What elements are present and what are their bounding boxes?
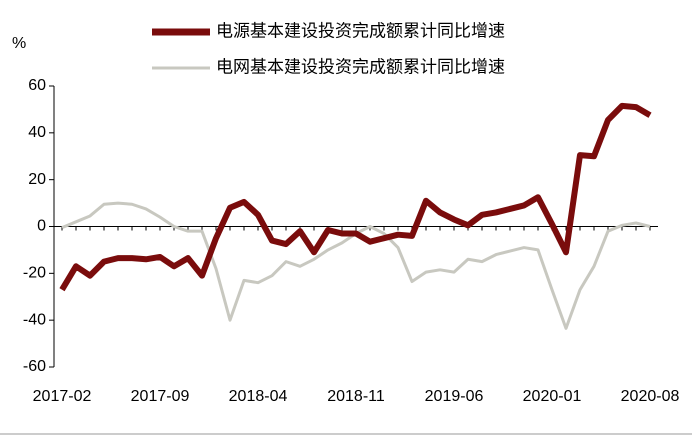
y-tick-label: 20 — [28, 171, 46, 188]
x-tick-label: 2020-08 — [621, 388, 680, 405]
y-tick-label: -40 — [23, 311, 46, 328]
x-tick-label: 2017-09 — [131, 388, 190, 405]
y-tick-label: 0 — [37, 218, 46, 235]
x-tick-label: 2018-11 — [327, 388, 385, 405]
y-tick-label: -60 — [23, 358, 46, 375]
y-tick-label: 40 — [28, 124, 46, 141]
y-tick-label: -20 — [23, 265, 46, 282]
legend-label: 电网基本建设投资完成额累计同比增速 — [216, 57, 505, 76]
line-series — [61, 201, 651, 330]
legend-label: 电源基本建设投资完成额累计同比增速 — [216, 21, 505, 40]
x-tick-label: 2019-06 — [425, 388, 484, 405]
x-tick-label: 2020-01 — [523, 388, 582, 405]
x-tick-label: 2018-04 — [229, 388, 288, 405]
x-tick-label: 2017-02 — [33, 388, 92, 405]
y-axis-label: % — [12, 35, 26, 52]
line-series — [59, 102, 652, 292]
y-tick-label: 60 — [28, 77, 46, 94]
